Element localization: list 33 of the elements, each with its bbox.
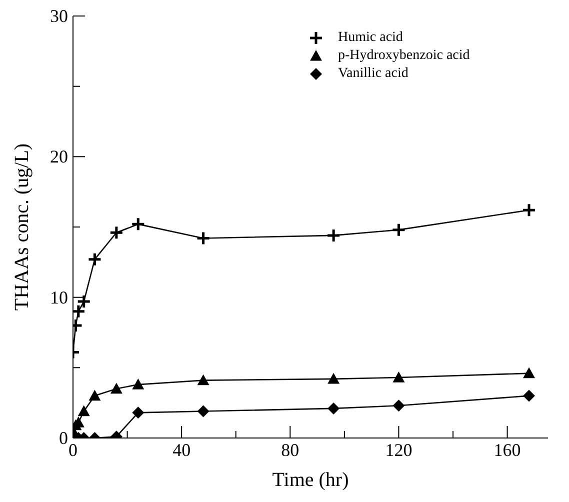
x-tick-label: 40 bbox=[172, 440, 191, 460]
point bbox=[76, 294, 92, 309]
y-tick-label: 30 bbox=[50, 6, 68, 26]
point bbox=[522, 202, 536, 218]
legend-label: Humic acid bbox=[338, 30, 403, 46]
point bbox=[328, 402, 340, 414]
point bbox=[392, 400, 405, 412]
point bbox=[326, 228, 341, 243]
point bbox=[110, 382, 122, 394]
legend-label: p-Hydroxybenzoic acid bbox=[338, 48, 470, 64]
point bbox=[196, 231, 211, 246]
legend-label: Vanillic acid bbox=[338, 66, 408, 82]
point bbox=[197, 374, 210, 386]
point bbox=[392, 372, 405, 382]
x-axis-title: Time (hr) bbox=[272, 469, 349, 491]
point bbox=[130, 216, 146, 232]
point bbox=[78, 405, 90, 416]
y-tick-label: 20 bbox=[50, 146, 68, 167]
x-tick-label: 120 bbox=[385, 440, 412, 460]
point bbox=[132, 378, 144, 390]
point bbox=[197, 405, 210, 418]
x-tick-label: 160 bbox=[494, 440, 521, 460]
point bbox=[87, 252, 102, 267]
y-tick-label: 10 bbox=[50, 287, 68, 308]
point bbox=[391, 222, 406, 238]
point bbox=[109, 225, 124, 240]
point bbox=[88, 390, 101, 401]
point bbox=[132, 406, 144, 419]
point bbox=[523, 367, 535, 378]
point bbox=[523, 390, 535, 402]
x-tick-label: 80 bbox=[281, 440, 300, 460]
point bbox=[328, 372, 340, 384]
y-axis-title: THAAs conc. (ug/L) bbox=[11, 143, 34, 311]
